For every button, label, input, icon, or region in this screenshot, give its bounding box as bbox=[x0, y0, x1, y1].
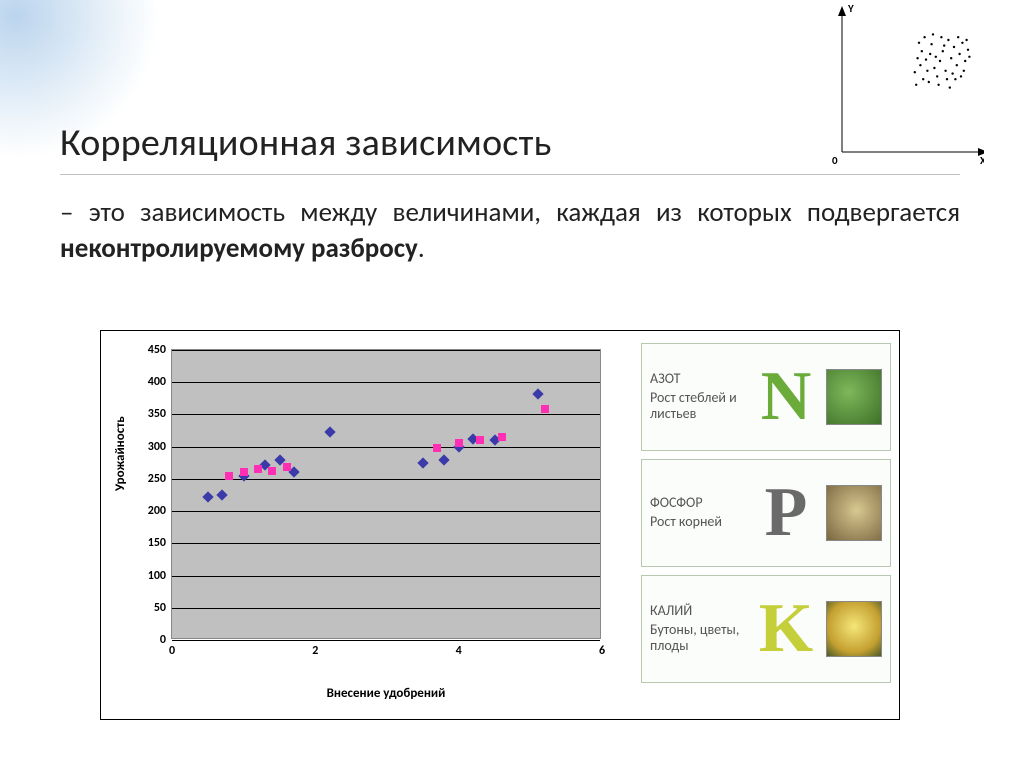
y-tick: 250 bbox=[148, 472, 166, 486]
y-tick: 100 bbox=[148, 569, 166, 583]
gridline bbox=[172, 414, 600, 415]
npk-element: КАЛИЙ bbox=[650, 603, 746, 620]
y-tick: 0 bbox=[160, 633, 166, 647]
definition-bold: неконтролируемому разбросу bbox=[60, 232, 418, 265]
gridline bbox=[172, 350, 600, 351]
y-axis-label: Урожайность bbox=[113, 416, 128, 491]
data-point bbox=[254, 465, 262, 473]
y-tick: 200 bbox=[148, 504, 166, 518]
definition-suffix: . bbox=[418, 232, 425, 265]
npk-letter: N bbox=[754, 362, 818, 432]
data-point bbox=[476, 436, 484, 444]
npk-letter: K bbox=[754, 594, 818, 664]
svg-text:Y: Y bbox=[847, 2, 854, 15]
npk-text: КАЛИЙБутоны, цветы, плоды bbox=[650, 603, 746, 655]
y-tick: 150 bbox=[148, 536, 166, 550]
gridline bbox=[172, 608, 600, 609]
data-point bbox=[532, 388, 543, 399]
plot-area: 0501001502002503003504004500246 bbox=[171, 349, 601, 639]
gridline bbox=[172, 382, 600, 383]
y-tick: 450 bbox=[148, 343, 166, 357]
y-tick: 350 bbox=[148, 407, 166, 421]
data-point bbox=[498, 433, 506, 441]
definition-text: – это зависимость между величинами, кажд… bbox=[60, 195, 960, 268]
npk-image bbox=[826, 485, 882, 541]
gridline bbox=[172, 576, 600, 577]
title-underline bbox=[60, 174, 960, 175]
data-point bbox=[202, 491, 213, 502]
npk-element: АЗОТ bbox=[650, 371, 746, 388]
data-point bbox=[417, 457, 428, 468]
x-tick: 2 bbox=[312, 644, 318, 658]
x-tick: 0 bbox=[169, 644, 175, 658]
scatter-chart: 0501001502002503003504004500246 Урожайно… bbox=[101, 331, 641, 719]
gridline bbox=[172, 640, 600, 641]
data-point bbox=[324, 427, 335, 438]
data-point bbox=[268, 467, 276, 475]
npk-card: ФОСФОРРост корнейP bbox=[641, 459, 891, 567]
data-point bbox=[439, 454, 450, 465]
data-point bbox=[283, 463, 291, 471]
x-tick: 4 bbox=[456, 644, 462, 658]
chart-container: 0501001502002503003504004500246 Урожайно… bbox=[100, 330, 900, 720]
gridline bbox=[172, 447, 600, 448]
data-point bbox=[216, 489, 227, 500]
data-point bbox=[433, 444, 441, 452]
x-axis-label: Внесение удобрений bbox=[171, 686, 601, 701]
npk-desc: Рост стеблей и листьев bbox=[650, 389, 737, 423]
page-title: Корреляционная зависимость bbox=[60, 120, 552, 166]
mini-scatter-plot: Y X 0 bbox=[824, 2, 984, 172]
npk-text: ФОСФОРРост корней bbox=[650, 495, 746, 531]
npk-image bbox=[826, 369, 882, 425]
definition-prefix: – это зависимость между величинами, кажд… bbox=[60, 196, 960, 229]
y-tick: 400 bbox=[148, 375, 166, 389]
npk-element: ФОСФОР bbox=[650, 495, 746, 512]
data-point bbox=[541, 405, 549, 413]
y-tick: 50 bbox=[154, 601, 166, 615]
gridline bbox=[172, 511, 600, 512]
npk-card: КАЛИЙБутоны, цветы, плодыK bbox=[641, 575, 891, 683]
data-point bbox=[455, 439, 463, 447]
npk-desc: Бутоны, цветы, плоды bbox=[650, 621, 739, 655]
y-tick: 300 bbox=[148, 440, 166, 454]
npk-cards: АЗОТРост стеблей и листьевNФОСФОРРост ко… bbox=[641, 331, 903, 719]
gridline bbox=[172, 543, 600, 544]
npk-desc: Рост корней bbox=[650, 513, 722, 530]
data-point bbox=[225, 472, 233, 480]
x-tick: 6 bbox=[599, 644, 605, 658]
npk-image bbox=[826, 601, 882, 657]
svg-text:0: 0 bbox=[832, 154, 838, 167]
npk-letter: P bbox=[754, 478, 818, 548]
npk-card: АЗОТРост стеблей и листьевN bbox=[641, 343, 891, 451]
data-point bbox=[240, 468, 248, 476]
npk-text: АЗОТРост стеблей и листьев bbox=[650, 371, 746, 423]
gridline bbox=[172, 479, 600, 480]
svg-text:X: X bbox=[980, 154, 984, 167]
